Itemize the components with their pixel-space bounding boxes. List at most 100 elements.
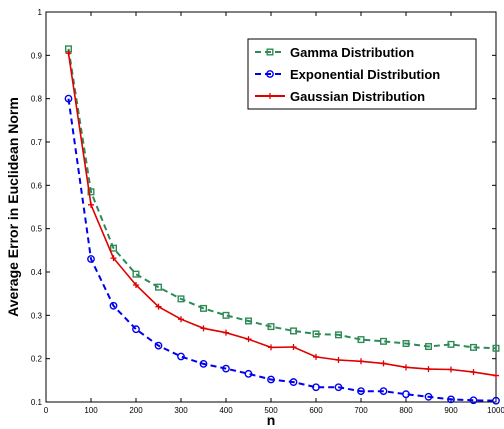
data-point: [424, 392, 433, 401]
data-point: [222, 311, 230, 319]
legend-box: [247, 38, 477, 110]
data-point: [290, 327, 298, 335]
series-line: [67, 98, 497, 402]
data-point: [64, 94, 73, 103]
data-point: [177, 295, 185, 303]
data-point: [199, 359, 208, 368]
y-axis: 0.1 0.2 0.3 0.4 0.5 0.6 0.7 0.8 0.9 1: [31, 8, 496, 407]
data-point: [402, 390, 410, 399]
data-point: [109, 244, 117, 252]
y-tick-label: 0.4: [31, 268, 43, 277]
data-point: [335, 356, 342, 363]
data-point: [447, 340, 455, 348]
series-line: [67, 53, 497, 377]
x-axis: 0 100 200 300 400 500 600 700 800 900 1000: [44, 12, 504, 415]
x-tick-label: 300: [174, 406, 188, 415]
series-circle: [64, 94, 500, 405]
x-tick-label: 1000: [487, 406, 504, 415]
x-tick-label: 0: [44, 406, 49, 415]
x-tick-label: 100: [84, 406, 98, 415]
y-tick-label: 0.5: [31, 225, 43, 234]
legend-label: Gamma Distribution: [290, 45, 414, 60]
y-tick-label: 1: [38, 8, 43, 17]
y-tick-label: 0.1: [31, 398, 43, 407]
y-tick-label: 0.3: [31, 311, 43, 320]
data-point: [65, 50, 72, 57]
data-point: [199, 304, 207, 312]
data-point: [492, 344, 500, 352]
data-point: [403, 364, 409, 371]
x-tick-label: 500: [264, 406, 278, 415]
data-point: [313, 353, 319, 360]
data-point: [289, 378, 298, 386]
x-tick-label: 600: [309, 406, 323, 415]
data-point: [380, 337, 388, 345]
data-point: [448, 366, 454, 373]
series-layer: [64, 45, 500, 405]
x-axis-label: n: [267, 412, 276, 428]
data-point: [290, 343, 297, 350]
series-plus: [65, 50, 499, 379]
legend-marker: [266, 70, 274, 78]
data-point: [133, 282, 139, 288]
data-point: [380, 360, 387, 367]
data-point: [379, 387, 388, 396]
data-point: [357, 336, 365, 344]
legend: Gamma Distribution Exponential Distributi…: [247, 38, 477, 110]
y-tick-label: 0.8: [31, 95, 43, 104]
data-point: [132, 325, 140, 334]
series-square: [64, 45, 500, 352]
data-point: [200, 325, 207, 332]
legend-label: Exponential Distribution: [290, 67, 440, 82]
x-tick-label: 700: [354, 406, 368, 415]
y-tick-label: 0.7: [31, 138, 43, 147]
data-point: [177, 352, 185, 361]
data-point: [358, 358, 364, 365]
data-point: [312, 330, 320, 338]
data-point: [357, 387, 365, 396]
x-tick-label: 200: [129, 406, 143, 415]
y-tick-label: 0.6: [31, 181, 43, 190]
series-line: [67, 48, 497, 350]
x-tick-label: 800: [399, 406, 413, 415]
data-point: [425, 343, 433, 351]
data-point: [402, 340, 410, 348]
data-point: [87, 255, 95, 263]
y-tick-label: 0.2: [31, 355, 43, 364]
data-point: [245, 336, 252, 343]
x-tick-label: 900: [444, 406, 458, 415]
data-point: [154, 341, 163, 350]
data-point: [154, 283, 162, 291]
data-point: [267, 323, 275, 331]
data-point: [470, 343, 478, 351]
data-point: [110, 255, 117, 262]
data-point: [155, 303, 162, 310]
y-axis-label: Average Error in Euclidean Norm: [5, 97, 21, 317]
legend-marker: [267, 93, 273, 99]
data-point: [312, 383, 320, 392]
legend-marker: [266, 48, 274, 56]
data-point: [109, 301, 118, 310]
data-point: [267, 375, 275, 384]
data-point: [178, 316, 184, 323]
data-point: [132, 270, 140, 278]
data-point: [222, 364, 230, 373]
data-point: [244, 369, 253, 378]
y-tick-label: 0.9: [31, 51, 43, 60]
data-point: [425, 366, 432, 373]
data-point: [469, 396, 478, 405]
data-point: [244, 317, 252, 325]
data-point: [492, 396, 500, 405]
data-point: [88, 201, 94, 208]
data-point: [268, 344, 274, 351]
data-point: [223, 329, 229, 336]
data-point: [493, 372, 499, 379]
data-point: [470, 369, 477, 376]
x-tick-label: 400: [219, 406, 233, 415]
data-point: [335, 331, 343, 339]
legend-label: Gaussian Distribution: [290, 89, 425, 104]
data-point: [447, 395, 455, 404]
data-point: [87, 188, 95, 196]
data-point: [334, 383, 343, 392]
